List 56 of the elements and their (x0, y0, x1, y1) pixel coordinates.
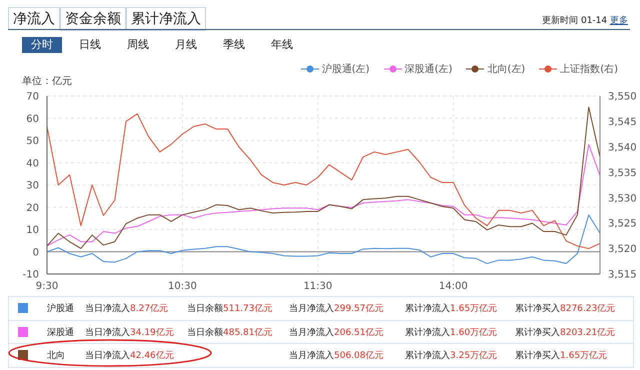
text: 周线 (126, 37, 150, 53)
y-tick-label: 20 (26, 202, 39, 214)
line-series (47, 214, 600, 264)
text: 当日余额485.81亿元 (187, 328, 272, 338)
text: 分时 (22, 37, 62, 53)
y2-tick-label: 3,550 (608, 92, 637, 103)
y2-tick-label: 3,535 (608, 168, 637, 179)
y-tick-label: 0 (32, 247, 39, 258)
text: 资金余额 (60, 7, 126, 31)
y2-tick-label: 3,520 (608, 244, 637, 256)
y2-tick-label: 3,525 (608, 218, 637, 230)
text: 累计净买入1.65万亿元 (515, 351, 608, 361)
text: 累计净流入1.65万亿元 (405, 304, 498, 314)
text: 更新时间 01-14 (542, 16, 608, 26)
x-tick-label: 14:00 (438, 281, 468, 292)
x-tick-label: 11:30 (303, 281, 332, 292)
text: 当日余额511.73亿元 (187, 304, 272, 314)
text: 当日净流入8.27亿元 (85, 304, 168, 314)
y-tick-label: 10 (26, 225, 39, 236)
text: 当月净流入299.57亿元 (289, 304, 384, 314)
text: 累计净流入 (126, 7, 206, 31)
text: 月线 (174, 37, 198, 53)
text: 当日净流入42.46亿元 (85, 351, 174, 361)
legend-label: 沪股通(左) (322, 62, 370, 76)
text: 累计净流入3.25万亿元 (405, 351, 498, 361)
legend-label: 深股通(左) (404, 62, 452, 76)
legend-label: 北向(左) (487, 62, 526, 76)
y-tick-label: 70 (26, 92, 39, 103)
text: 累计净买入8203.21亿元 (515, 328, 616, 338)
y-tick-label: 50 (26, 136, 39, 148)
text: 季线 (222, 37, 246, 53)
text: 当月净流入206.51亿元 (289, 328, 384, 338)
x-tick-label: 9:30 (36, 281, 58, 292)
text: 累计净买入8276.23亿元 (515, 304, 616, 314)
text: 净流入 (8, 7, 60, 30)
y-tick-label: -10 (22, 270, 39, 281)
text: 更多 (610, 16, 628, 26)
text: 北向 (47, 351, 65, 361)
y-axis-title: 单位：亿元 (22, 74, 72, 88)
y2-tick-label: 3,515 (608, 270, 637, 281)
y-tick-label: 30 (26, 180, 39, 192)
y-tick-label: 40 (26, 158, 39, 170)
legend-label: 上证指数(右) (560, 62, 618, 76)
text: 当日净流入34.19亿元 (85, 328, 174, 338)
text: 年线 (270, 37, 294, 53)
text: 累计净流入1.60万亿元 (405, 328, 498, 338)
line-series (47, 144, 600, 246)
y2-tick-label: 3,545 (608, 116, 637, 128)
y2-tick-label: 3,530 (608, 193, 637, 204)
text: 深股通 (47, 328, 74, 338)
text: 当月净流入506.08亿元 (289, 351, 384, 361)
text: 日线 (78, 37, 102, 53)
y-tick-label: 60 (26, 114, 39, 125)
y2-tick-label: 3,540 (608, 142, 637, 154)
text: 沪股通 (47, 304, 74, 314)
x-tick-label: 10:30 (168, 281, 197, 292)
